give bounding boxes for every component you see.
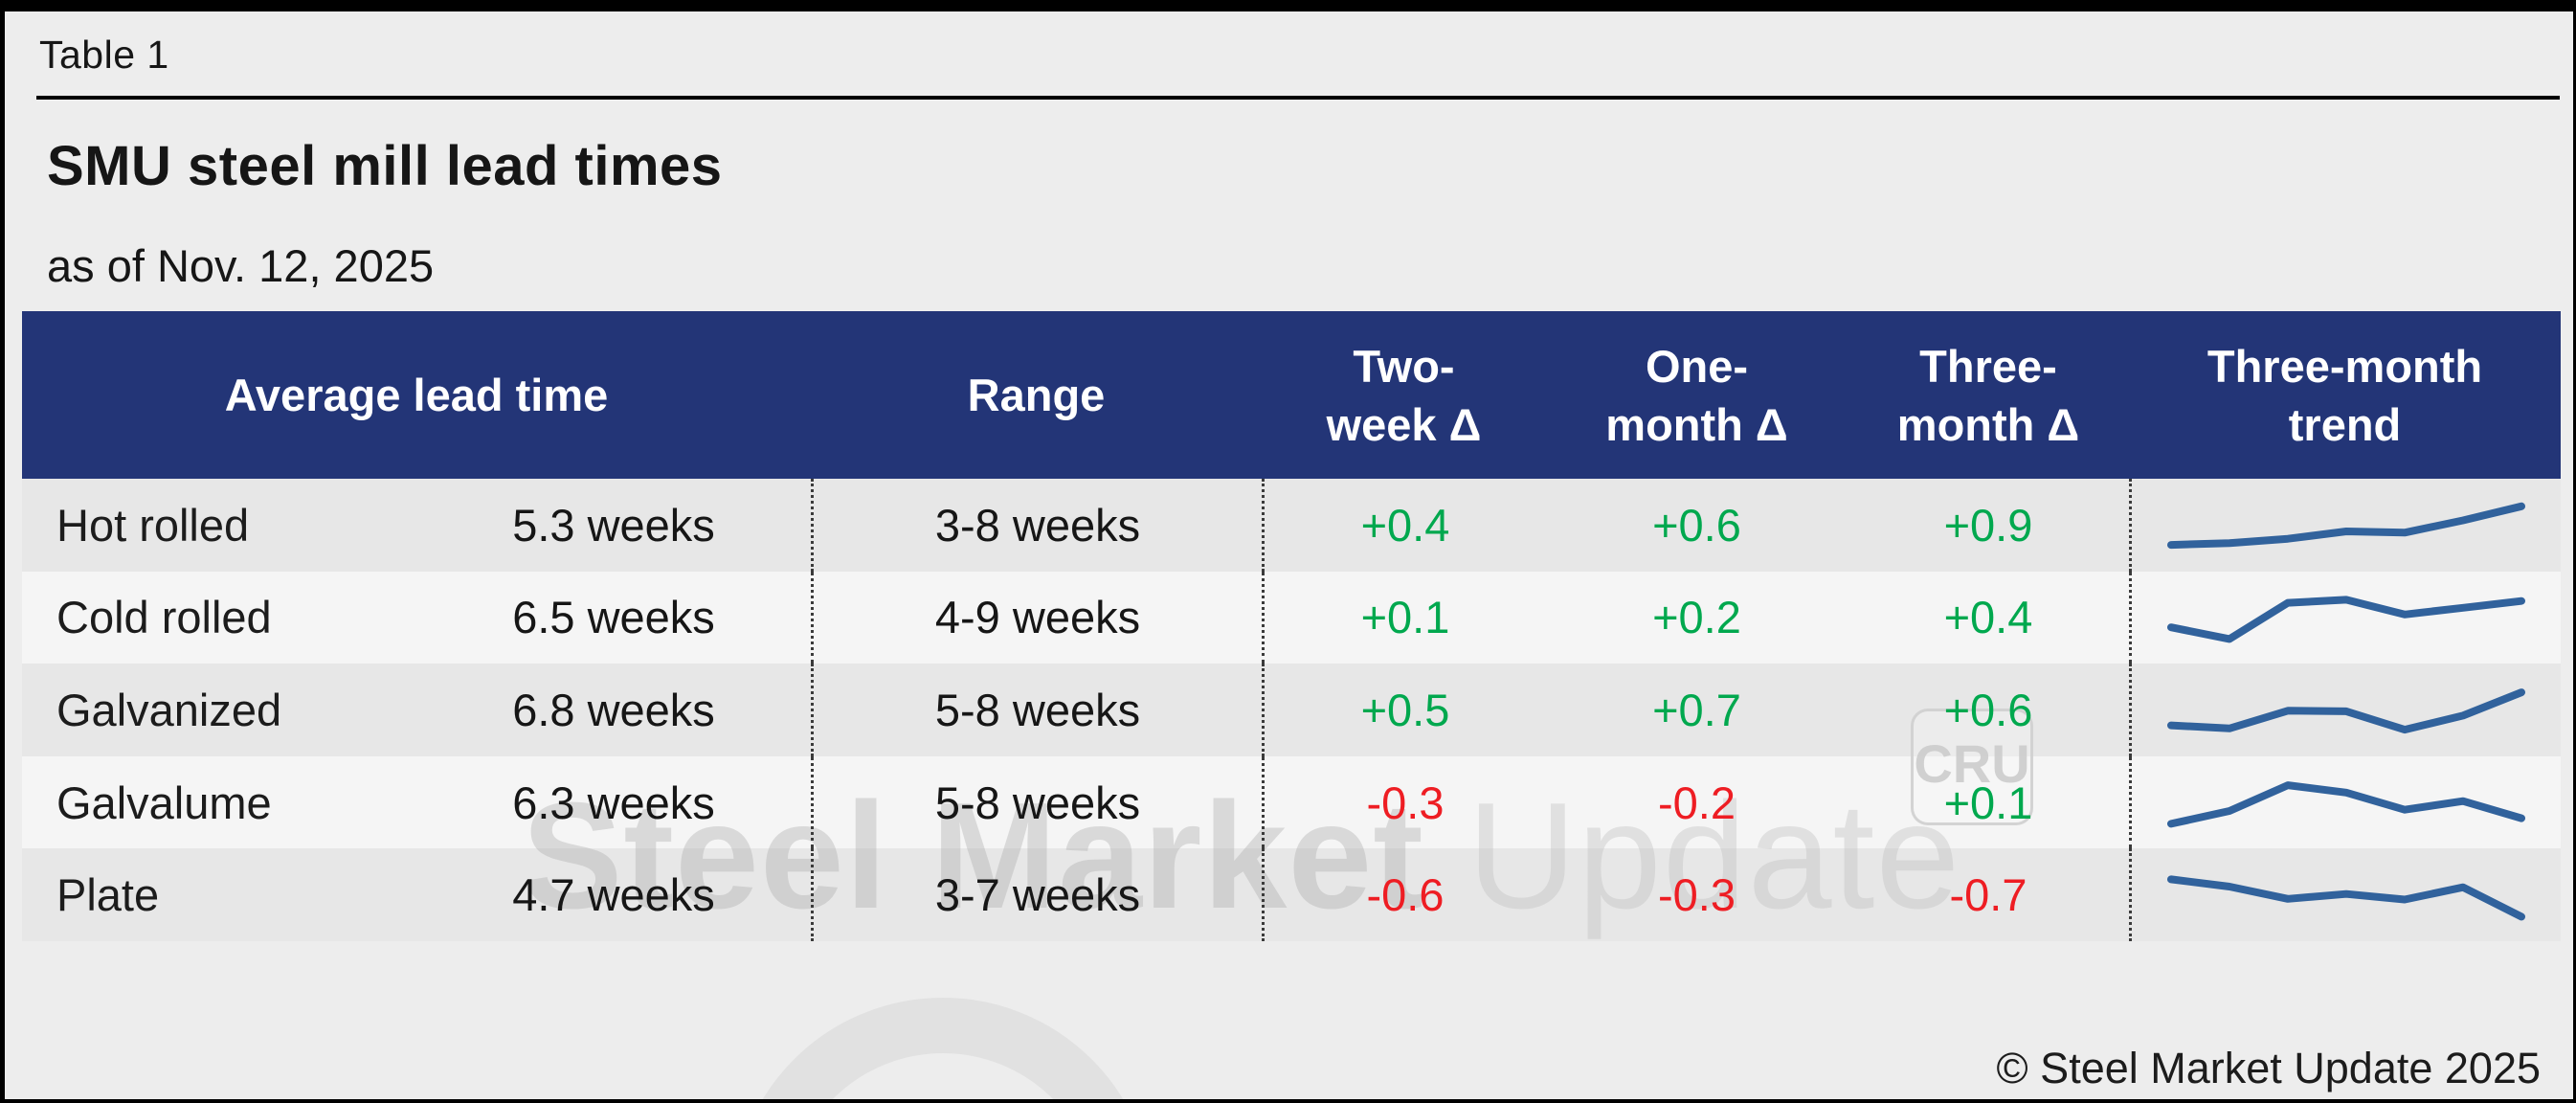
three-month-delta-cell: -0.7 [1949, 869, 2027, 921]
sparkline-icon [2167, 875, 2525, 921]
col-header-three-month-trend: Three-month trend [2206, 340, 2483, 450]
two-week-delta-cell: -0.3 [1262, 755, 1546, 849]
average-cell: 4.7 weeks [512, 869, 715, 921]
trend-sparkline-cell [2129, 479, 2561, 572]
col-header-range: Range [967, 370, 1106, 420]
product-cell: Plate [56, 869, 160, 921]
three-month-delta-cell: +0.1 [1943, 777, 2033, 828]
table-header-row: Average lead time Range Two- week Δ One-… [22, 311, 2561, 479]
col-header-average-lead-time: Average lead time [224, 370, 609, 420]
table-tag: Table 1 [39, 33, 169, 77]
col-header-two-week-delta: Two- week Δ [1326, 340, 1482, 450]
range-cell: 3-8 weeks [811, 479, 1262, 572]
one-month-delta-cell: +0.6 [1652, 499, 1741, 551]
average-cell: 6.8 weeks [512, 684, 715, 735]
product-cell: Hot rolled [56, 499, 250, 551]
two-week-delta-cell: +0.5 [1262, 664, 1546, 756]
sparkline-icon [2167, 596, 2525, 643]
table-row-galvalume: Galvalume 6.3 weeks 5-8 weeks -0.3 -0.2 … [22, 755, 2561, 849]
divider [36, 96, 2560, 100]
range-cell: 5-8 weeks [811, 664, 1262, 756]
three-month-delta-cell: +0.4 [1943, 592, 2033, 643]
one-month-delta-cell: +0.7 [1652, 684, 1741, 735]
two-week-delta-cell: +0.4 [1262, 479, 1546, 572]
page-title: SMU steel mill lead times [47, 135, 723, 197]
smu-arch-logo-icon [732, 998, 1154, 1099]
product-cell: Cold rolled [56, 592, 272, 643]
sparkline-icon [2167, 688, 2525, 734]
range-cell: 3-7 weeks [811, 848, 1262, 941]
average-cell: 6.3 weeks [512, 777, 715, 828]
average-cell: 6.5 weeks [512, 592, 715, 643]
col-header-three-month-delta: Three- month Δ [1896, 340, 2080, 450]
lead-times-table: Average lead time Range Two- week Δ One-… [22, 311, 2561, 1099]
table-body: Steel Market Update CRU Hot rolled 5.3 w… [22, 479, 2561, 1099]
trend-sparkline-cell [2129, 664, 2561, 756]
product-cell: Galvalume [56, 777, 272, 828]
table-row-cold-rolled: Cold rolled 6.5 weeks 4-9 weeks +0.1 +0.… [22, 571, 2561, 664]
table-row-plate: Plate 4.7 weeks 3-7 weeks -0.6 -0.3 -0.7 [22, 848, 2561, 941]
col-header-one-month-delta: One- month Δ [1605, 340, 1788, 450]
product-cell: Galvanized [56, 684, 282, 735]
range-cell: 5-8 weeks [811, 755, 1262, 849]
two-week-delta-cell: -0.6 [1262, 848, 1546, 941]
table-row-galvanized: Galvanized 6.8 weeks 5-8 weeks +0.5 +0.7… [22, 664, 2561, 756]
range-cell: 4-9 weeks [811, 571, 1262, 664]
two-week-delta-cell: +0.1 [1262, 571, 1546, 664]
average-cell: 5.3 weeks [512, 499, 715, 551]
one-month-delta-cell: +0.2 [1652, 592, 1741, 643]
table-row-hot-rolled: Hot rolled 5.3 weeks 3-8 weeks +0.4 +0.6… [22, 479, 2561, 572]
trend-sparkline-cell [2129, 571, 2561, 664]
trend-sparkline-cell [2129, 848, 2561, 941]
as-of-date: as of Nov. 12, 2025 [47, 240, 435, 291]
sparkline-icon [2167, 781, 2525, 828]
three-month-delta-cell: +0.9 [1943, 499, 2033, 551]
copyright-notice: © Steel Market Update 2025 [1996, 1044, 2541, 1092]
three-month-delta-cell: +0.6 [1943, 684, 2033, 735]
one-month-delta-cell: -0.3 [1658, 869, 1736, 921]
sparkline-icon [2167, 503, 2525, 550]
one-month-delta-cell: -0.2 [1658, 777, 1736, 828]
trend-sparkline-cell [2129, 755, 2561, 849]
